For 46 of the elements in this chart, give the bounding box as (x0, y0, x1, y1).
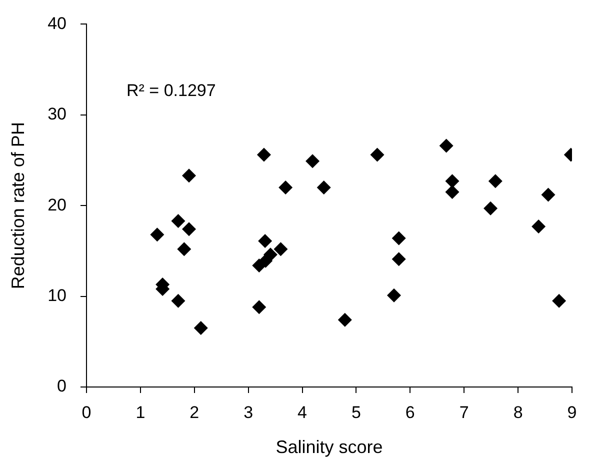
y-tick-label: 0 (57, 376, 67, 396)
x-tick-label: 2 (190, 402, 200, 422)
annotation: R² = 0.1297 (126, 81, 216, 100)
y-tick-label: 30 (48, 104, 67, 124)
point (252, 258, 266, 272)
point (338, 312, 352, 327)
point (370, 148, 384, 162)
x-tick-label: 4 (298, 402, 308, 422)
point (386, 288, 401, 302)
point (256, 148, 271, 162)
point (278, 180, 293, 194)
point (194, 321, 208, 336)
x-tick-label: 8 (513, 402, 523, 422)
point (252, 300, 266, 314)
point (488, 174, 502, 188)
point (182, 222, 196, 236)
point (532, 219, 546, 234)
x-tick-label: 1 (136, 402, 146, 422)
point (316, 180, 331, 194)
point (258, 234, 272, 248)
x-tick-label: 3 (244, 402, 254, 422)
point (150, 228, 164, 242)
y-tick-label: 20 (48, 195, 67, 214)
point (182, 168, 196, 183)
y-axis-title: Reduction rate of PH (8, 122, 28, 290)
point (177, 242, 192, 256)
x-tick-label: 7 (459, 402, 469, 422)
y-tick-label: 10 (48, 286, 67, 305)
point (541, 188, 556, 202)
point (171, 214, 186, 228)
point (552, 294, 566, 308)
x-tick-label: 5 (351, 402, 361, 422)
point (484, 201, 498, 216)
point (445, 184, 460, 199)
point (392, 231, 406, 246)
point (306, 154, 320, 168)
point (171, 294, 186, 308)
point (274, 242, 288, 256)
point (392, 252, 406, 266)
y-tick-label: 40 (48, 14, 67, 33)
x-axis-title: Salinity score (276, 437, 383, 458)
point (439, 138, 454, 153)
x-tick-label: 0 (82, 402, 92, 422)
point (445, 174, 460, 188)
x-tick-label: 9 (567, 402, 577, 422)
x-tick-label: 6 (405, 402, 415, 422)
